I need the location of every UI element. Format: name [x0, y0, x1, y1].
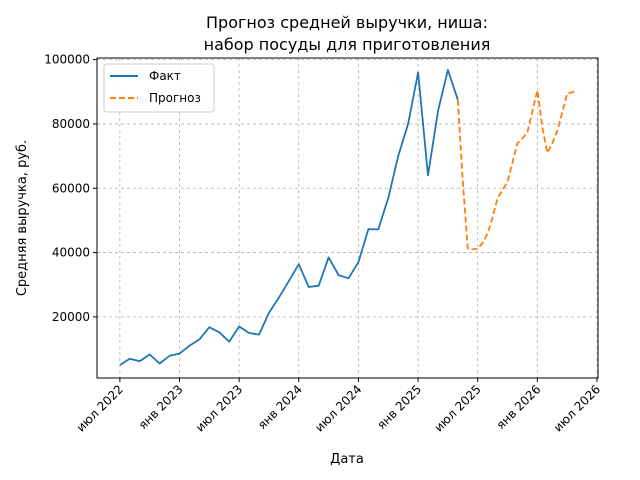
legend-label-forecast: Прогноз: [149, 91, 201, 105]
chart-title-line-2: набор посуды для приготовления: [204, 35, 491, 54]
y-tick-label-1: 40000: [52, 246, 90, 260]
y-tick-label-4: 100000: [44, 53, 90, 67]
chart-title-line-1: Прогноз средней выручки, ниша:: [206, 13, 488, 32]
grid: [97, 58, 598, 378]
plot-area-frame: [96, 57, 599, 379]
y-axis-ticks: 20000 40000 60000 80000 100000: [44, 53, 97, 324]
series-lines: [119, 69, 578, 366]
x-axis-label: Дата: [330, 452, 364, 467]
y-tick-label-3: 80000: [52, 117, 90, 131]
y-axis-label: Средняя выручка, руб.: [15, 140, 30, 296]
series-line-fact: [119, 69, 459, 366]
y-tick-label-2: 60000: [52, 181, 90, 195]
y-tick-label-0: 20000: [52, 310, 90, 324]
legend-label-fact: Факт: [149, 69, 181, 83]
series-line-forecast: [456, 89, 578, 251]
legend: Факт Прогноз: [103, 63, 215, 113]
